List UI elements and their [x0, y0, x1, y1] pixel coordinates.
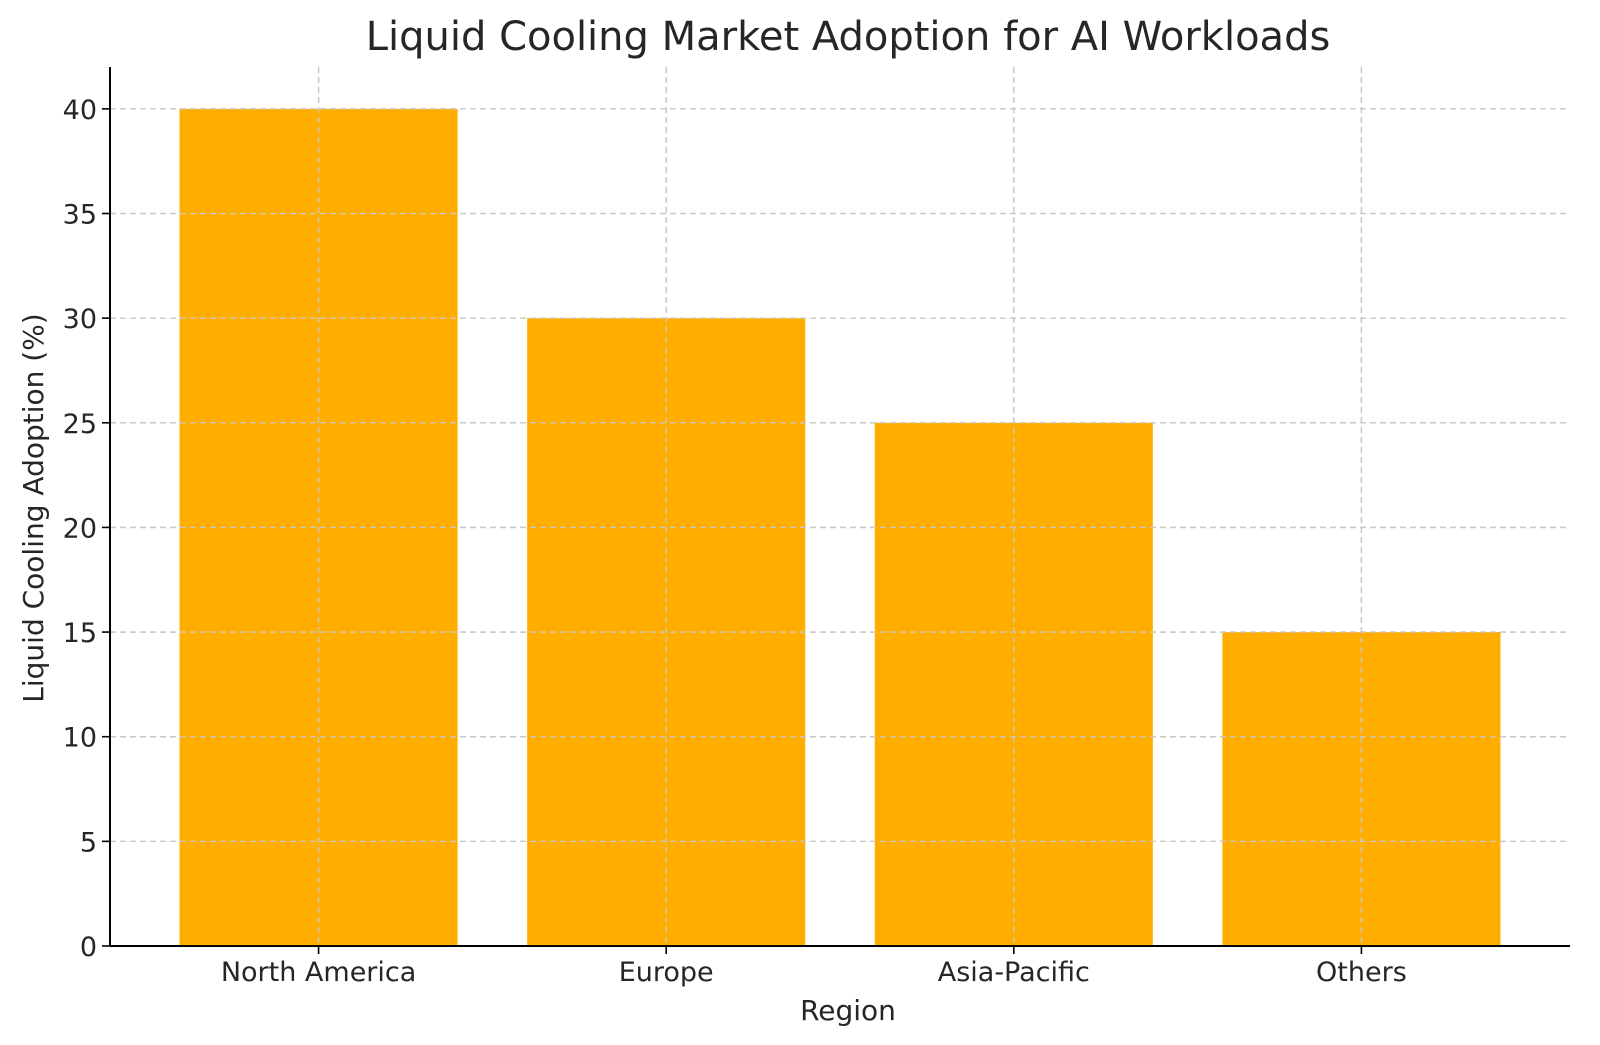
- x-ticks: North America Europe Asia-Pacific Others: [221, 946, 1407, 988]
- y-tick-label: 20: [63, 513, 97, 544]
- x-tick-label: Europe: [619, 957, 714, 988]
- y-ticks: 0 5 10 15 20 25 30 35 40: [63, 95, 110, 963]
- y-tick-label: 10: [63, 723, 97, 754]
- y-tick-label: 35: [63, 200, 97, 231]
- y-tick-label: 5: [80, 827, 97, 858]
- y-tick-label: 40: [63, 95, 97, 126]
- y-tick-label: 0: [80, 932, 97, 963]
- x-tick-label: North America: [221, 957, 416, 988]
- y-tick-label: 30: [63, 304, 97, 335]
- y-axis-label: Liquid Cooling Adoption (%): [17, 313, 50, 702]
- chart-title: Liquid Cooling Market Adoption for AI Wo…: [366, 14, 1331, 60]
- x-axis-label: Region: [800, 994, 896, 1027]
- bars: [110, 67, 1570, 947]
- y-tick-label: 15: [63, 618, 97, 649]
- x-tick-label: Others: [1316, 957, 1407, 988]
- x-tick-label: Asia-Pacific: [938, 957, 1090, 988]
- y-tick-label: 25: [63, 409, 97, 440]
